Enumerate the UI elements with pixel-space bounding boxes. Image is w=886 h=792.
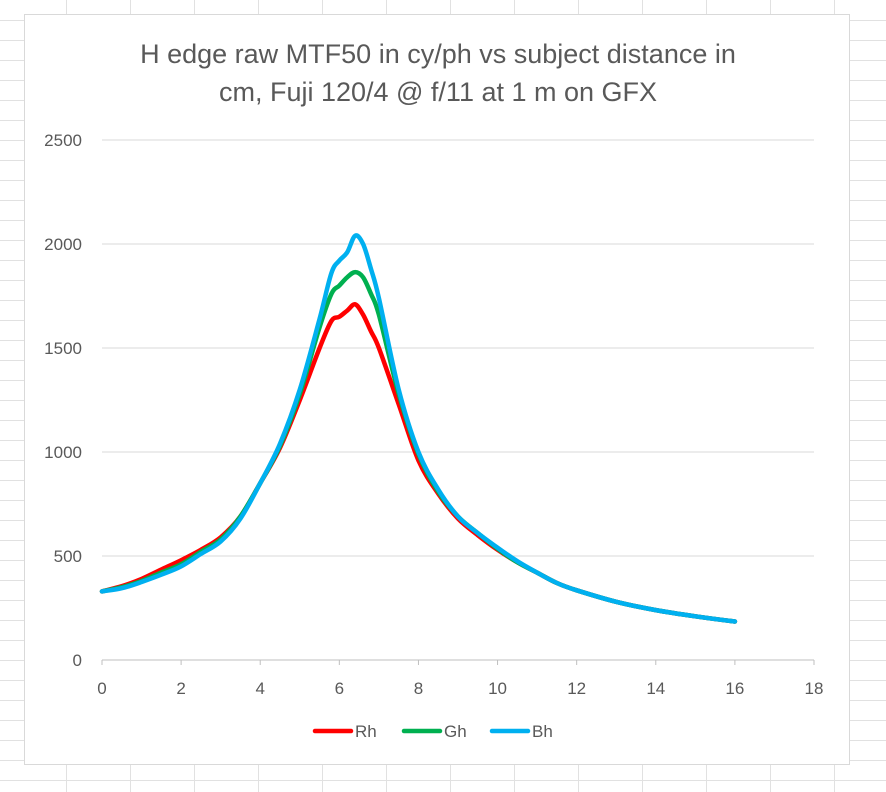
axes [101, 659, 815, 665]
y-tick-label: 2500 [44, 131, 82, 150]
chart-title-line-1: H edge raw MTF50 in cy/ph vs subject dis… [140, 39, 736, 69]
x-tick-label: 10 [488, 679, 507, 698]
series-line-bh [99, 233, 738, 624]
chart-title: H edge raw MTF50 in cy/ph vs subject dis… [140, 39, 736, 107]
y-tick-label: 1500 [44, 339, 82, 358]
x-tick-label: 12 [567, 679, 586, 698]
y-tick-label: 500 [54, 547, 82, 566]
x-tick-label: 16 [725, 679, 744, 698]
x-tick-label: 6 [335, 679, 344, 698]
y-tick-labels: 0 500 1000 1500 2000 2500 [44, 131, 82, 670]
chart-area[interactable]: H edge raw MTF50 in cy/ph vs subject dis… [24, 14, 850, 765]
chart-title-line-2: cm, Fuji 120/4 @ f/11 at 1 m on GFX [219, 77, 657, 107]
y-tick-label: 2000 [44, 235, 82, 254]
x-tick-label: 2 [176, 679, 185, 698]
plot-series [99, 233, 738, 624]
chart-svg: H edge raw MTF50 in cy/ph vs subject dis… [44, 39, 823, 741]
x-tick-labels: 0 2 4 6 8 10 12 14 16 18 [97, 679, 823, 698]
x-tick-label: 18 [805, 679, 824, 698]
x-tick-label: 14 [646, 679, 665, 698]
x-tick-label: 4 [255, 679, 264, 698]
gridlines [102, 139, 814, 557]
x-tick-label: 8 [414, 679, 423, 698]
y-tick-label: 0 [73, 651, 82, 670]
x-tick-label: 0 [97, 679, 106, 698]
legend-label-rh: Rh [355, 722, 377, 741]
legend-label-gh: Gh [444, 722, 467, 741]
legend: Rh Gh Bh [312, 722, 553, 741]
series-line-rh [99, 302, 738, 624]
legend-label-bh: Bh [532, 722, 553, 741]
y-tick-label: 1000 [44, 443, 82, 462]
